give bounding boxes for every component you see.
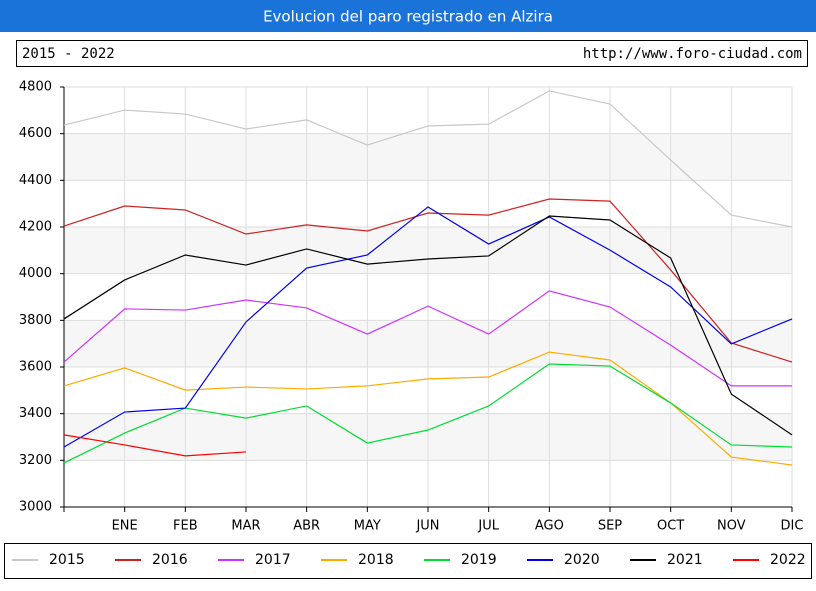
y-tick-label: 3800 bbox=[19, 313, 52, 328]
x-tick-label: SEP bbox=[598, 519, 622, 534]
x-tick-label: MAR bbox=[231, 519, 260, 534]
x-tick-label: NOV bbox=[717, 519, 746, 534]
subtitle-box bbox=[16, 40, 808, 67]
y-tick-label: 4200 bbox=[19, 220, 52, 235]
legend-label: 2021 bbox=[667, 552, 703, 568]
legend-label: 2015 bbox=[49, 552, 85, 568]
y-tick-label: 4000 bbox=[19, 266, 52, 281]
y-tick-label: 3400 bbox=[19, 406, 52, 421]
data-line bbox=[63, 434, 247, 457]
chart-title: Evolucion del paro registrado en Alzira bbox=[263, 8, 553, 26]
y-tick-label: 4800 bbox=[19, 80, 52, 95]
legend-label: 2017 bbox=[255, 552, 291, 568]
y-tick-label: 4600 bbox=[19, 126, 52, 141]
x-tick-label: JUL bbox=[477, 519, 499, 534]
source-url: http://www.foro-ciudad.com bbox=[583, 46, 802, 62]
x-tick-label: JUN bbox=[415, 519, 439, 534]
y-tick-label: 3200 bbox=[19, 453, 52, 468]
legend-label: 2022 bbox=[770, 552, 806, 568]
legend-label: 2016 bbox=[152, 552, 188, 568]
x-tick-label: ENE bbox=[112, 519, 138, 534]
data-line bbox=[63, 90, 793, 228]
legend-label: 2020 bbox=[564, 552, 600, 568]
x-tick-label: DIC bbox=[781, 519, 804, 534]
title-bar bbox=[0, 0, 816, 32]
legend-label: 2019 bbox=[461, 552, 497, 568]
x-tick-label: MAY bbox=[354, 519, 381, 534]
x-tick-label: OCT bbox=[657, 519, 684, 534]
data-line bbox=[63, 206, 793, 448]
subtitle: 2015 - 2022 bbox=[22, 46, 115, 62]
x-tick-label: AGO bbox=[535, 519, 564, 534]
y-tick-label: 3000 bbox=[19, 500, 52, 515]
data-line bbox=[63, 198, 793, 363]
data-line bbox=[63, 290, 792, 387]
x-tick-label: ABR bbox=[293, 519, 320, 534]
data-line bbox=[63, 215, 793, 436]
y-tick-label: 4400 bbox=[19, 173, 52, 188]
y-tick-label: 3600 bbox=[19, 360, 52, 375]
x-tick-label: FEB bbox=[173, 519, 198, 534]
legend-label: 2018 bbox=[358, 552, 394, 568]
